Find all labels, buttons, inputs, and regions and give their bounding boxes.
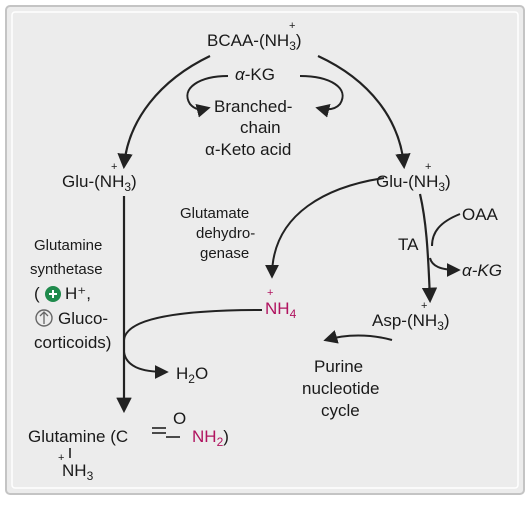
gs-line1: Glutamine — [34, 237, 102, 254]
arrow-glu-to-nh4 — [265, 177, 385, 279]
glu-left-plus: + — [111, 161, 117, 173]
glu-right-label: Glu-(NH3) — [376, 172, 451, 194]
arrow-glu-to-asp — [418, 193, 438, 304]
nh4-label: NH4 — [265, 299, 297, 321]
arrow-akg-right-curve — [299, 75, 344, 118]
gs-open-paren: ( — [34, 284, 40, 303]
oaa-label: OAA — [462, 205, 499, 224]
bck-line2: chain — [240, 118, 281, 137]
glutamine-bottom-plus: + — [58, 452, 64, 464]
nh4-plus: + — [267, 287, 273, 299]
arrow-to-akg-right — [429, 257, 461, 277]
bck-line3: α-Keto acid — [205, 140, 291, 159]
arrow-to-water — [123, 351, 169, 379]
akg-top-label: α-KG — [235, 65, 275, 84]
gdh-line1: Glutamate — [180, 205, 249, 222]
bcaa-label: BCAA-(NH3) — [207, 31, 302, 53]
arrow-asp-to-purine — [323, 330, 393, 344]
purine-line1: Purine — [314, 357, 363, 376]
asp-plus: + — [421, 300, 427, 312]
nh4-incorporation-curve — [123, 309, 263, 341]
plus-badge-icon — [45, 286, 61, 302]
glutamine-oxygen: O — [173, 409, 186, 428]
purine-line2: nucleotide — [302, 379, 380, 398]
arrow-bcaa-to-glu-right — [317, 55, 411, 170]
arrow-akg-left-curve — [186, 75, 229, 118]
arrow-bcaa-to-glu-left — [117, 55, 211, 170]
gs-line5: corticoids) — [34, 333, 111, 352]
asp-label: Asp-(NH3) — [372, 311, 450, 333]
glu-left-label: Glu-(NH3) — [62, 172, 137, 194]
gs-line2: synthetase — [30, 261, 103, 278]
panel-inner-border — [11, 11, 519, 489]
glu-right-plus: + — [425, 161, 431, 173]
bck-line1: Branched- — [214, 97, 292, 116]
glutamine-label: Glutamine (C — [28, 427, 128, 446]
oaa-curve — [431, 213, 461, 247]
gdh-line2: dehydro- — [196, 225, 255, 242]
bcaa-plus: + — [289, 20, 295, 32]
glutamine-bottom-nh3: NH3 — [62, 461, 94, 483]
glutamine-amide: NH2) — [192, 427, 229, 449]
purine-line3: cycle — [321, 401, 360, 420]
gs-line4: Gluco- — [58, 309, 108, 328]
gs-hplus: H⁺, — [65, 284, 91, 303]
gdh-line3: genase — [200, 245, 249, 262]
akg-right-label: α-KG — [462, 261, 502, 280]
ta-label: TA — [398, 235, 419, 254]
glucocorticoid-icon — [35, 309, 53, 327]
water-label: H2O — [176, 364, 208, 386]
